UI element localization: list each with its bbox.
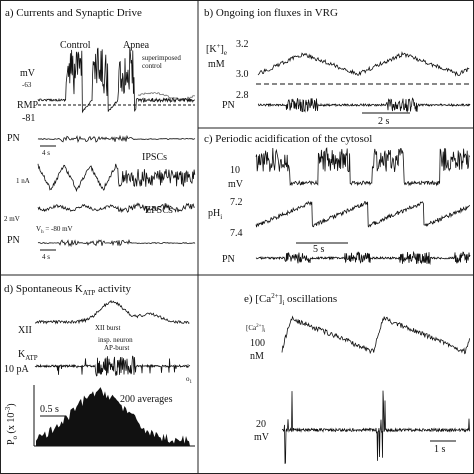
axis-label: Po (x 10-3) [4, 403, 19, 445]
label: pHi [208, 208, 222, 221]
label: PN [222, 100, 235, 111]
label: 10 pA [4, 364, 30, 375]
label: mV [254, 432, 270, 443]
label: nM [250, 351, 264, 362]
label: 2 s [378, 116, 390, 127]
panel-title: d) Spontaneous KATP activity [4, 283, 132, 297]
trace [37, 47, 195, 114]
tick-label: 3.0 [236, 69, 249, 80]
label: XII [18, 325, 32, 336]
trace [37, 239, 196, 248]
label: 10 [230, 165, 240, 176]
label: Apnea [123, 40, 150, 51]
label: 4 s [42, 149, 50, 157]
label: Control [60, 40, 91, 51]
label: insp. neuron [98, 336, 133, 344]
label: superimposed [142, 54, 181, 62]
trace [281, 315, 470, 355]
label: 20 [256, 419, 266, 430]
label: control [142, 62, 162, 70]
panel-title: a) Currents and Synaptic Drive [5, 7, 142, 19]
label: KATP [18, 349, 38, 362]
label: [K+]e [206, 42, 227, 57]
label: PN [7, 235, 20, 246]
label: 2 mV [4, 215, 20, 223]
tick-label: 7.2 [230, 197, 243, 208]
label: -63 [22, 81, 32, 89]
label: o1 [186, 375, 193, 385]
label: 200 averages [120, 394, 173, 405]
trace [281, 390, 471, 464]
trace [34, 299, 190, 325]
panel-title: b) Ongoing ion fluxes in VRG [204, 7, 338, 19]
label: 5 s [313, 244, 325, 255]
label: 4 s [42, 253, 50, 261]
panel-title: c) Periodic acidification of the cytosol [204, 133, 372, 145]
label: [Ca2+]i [246, 324, 266, 334]
trace [255, 147, 470, 187]
label: EPSCs [145, 205, 173, 216]
histogram-shape [36, 387, 190, 446]
label: mV [228, 179, 244, 190]
tick-label: 2.8 [236, 90, 249, 101]
trace [255, 200, 470, 228]
label: PN [7, 133, 20, 144]
trace [34, 355, 191, 377]
label: 1 s [434, 444, 446, 455]
trace [255, 250, 471, 266]
panel-title: e) [Ca2+]i oscillations [244, 292, 337, 307]
tick-label: 3.2 [236, 39, 249, 50]
label: mV [20, 68, 36, 79]
label: PN [222, 254, 235, 265]
trace [37, 163, 196, 193]
trace [257, 51, 470, 77]
label: IPSCs [142, 152, 167, 163]
label: RMP [17, 100, 39, 111]
label: 0.5 s [40, 404, 59, 415]
trace [37, 134, 196, 144]
label: mM [208, 59, 225, 70]
label: AP-burst [104, 344, 129, 352]
label: XII burst [95, 324, 121, 332]
label: -81 [22, 113, 35, 124]
label: 100 [250, 338, 265, 349]
trace [37, 202, 195, 214]
tick-label: 7.4 [230, 228, 243, 239]
label: 1 nA [16, 177, 30, 185]
label: Vh = -80 mV [36, 225, 73, 235]
trace [257, 97, 471, 113]
trace [137, 92, 196, 101]
